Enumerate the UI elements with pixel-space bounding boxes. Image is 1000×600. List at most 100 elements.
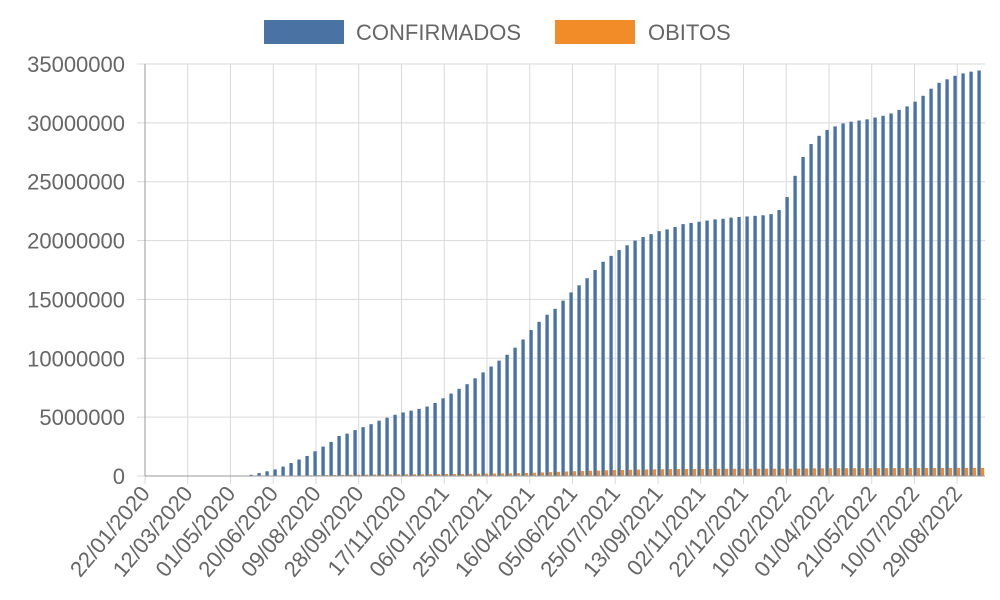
bar-obitos — [908, 468, 913, 476]
bar-confirmados — [561, 300, 565, 476]
bar-confirmados — [849, 121, 853, 477]
bar-obitos — [796, 468, 801, 476]
bar-confirmados — [793, 175, 797, 477]
bar-confirmados — [457, 388, 461, 476]
bar-obitos — [420, 474, 425, 476]
bar-obitos — [964, 467, 969, 476]
bar-obitos — [972, 467, 977, 476]
bar-confirmados — [521, 339, 525, 476]
bar-confirmados — [889, 113, 893, 476]
legend: CONFIRMADOS OBITOS — [264, 20, 731, 45]
bar-obitos — [404, 474, 409, 476]
bar-obitos — [564, 471, 569, 476]
bar-obitos — [756, 468, 761, 476]
bar-confirmados — [537, 321, 541, 476]
axes — [144, 64, 985, 477]
bar-confirmados — [785, 197, 789, 476]
bar-confirmados — [753, 215, 757, 476]
bar-obitos — [532, 472, 537, 476]
bar-confirmados — [329, 441, 333, 476]
bar-confirmados — [305, 455, 309, 476]
y-tick-label: 25000000 — [27, 170, 125, 195]
bar-confirmados — [385, 417, 389, 476]
bar-obitos — [956, 467, 961, 476]
bar-obitos — [748, 468, 753, 476]
bar-obitos — [932, 467, 937, 476]
legend-label-obitos: OBITOS — [648, 20, 731, 45]
bar-obitos — [860, 468, 865, 476]
bar-confirmados — [497, 360, 501, 476]
bar-obitos — [468, 473, 473, 476]
bar-obitos — [716, 468, 721, 476]
bar-confirmados — [649, 234, 653, 476]
bar-obitos — [708, 468, 713, 476]
bar-obitos — [540, 472, 545, 476]
y-tick-label: 10000000 — [27, 346, 125, 371]
bar-confirmados — [961, 73, 965, 476]
bar-confirmados — [569, 292, 573, 476]
bar-confirmados — [937, 82, 941, 476]
bar-obitos — [628, 469, 633, 476]
bar-confirmados — [297, 459, 301, 476]
bar-confirmados — [345, 433, 349, 476]
bar-obitos — [820, 468, 825, 476]
bar-confirmados — [577, 285, 581, 476]
bar-obitos — [340, 474, 345, 476]
bar-obitos — [436, 474, 441, 476]
bar-confirmados — [633, 240, 637, 476]
bar-confirmados — [417, 408, 421, 476]
bar-obitos — [612, 470, 617, 476]
bar-confirmados — [393, 414, 397, 476]
bar-obitos — [764, 468, 769, 476]
bar-obitos — [452, 473, 457, 476]
bar-confirmados — [681, 224, 685, 476]
bar-obitos — [676, 469, 681, 476]
bar-confirmados — [625, 245, 629, 476]
bar-obitos — [788, 468, 793, 476]
bar-obitos — [812, 468, 817, 476]
bar-confirmados — [409, 410, 413, 476]
bar-obitos — [572, 471, 577, 476]
bar-confirmados — [905, 106, 909, 477]
bar-obitos — [604, 470, 609, 476]
bar-confirmados — [273, 469, 277, 476]
bar-confirmados — [353, 430, 357, 476]
bar-confirmados — [377, 420, 381, 476]
bar-obitos — [380, 474, 385, 476]
bar-confirmados — [489, 366, 493, 476]
bar-obitos — [660, 469, 665, 476]
bar-obitos — [492, 473, 497, 476]
bar-obitos — [732, 468, 737, 476]
bar-confirmados — [817, 135, 821, 476]
bar-obitos — [804, 468, 809, 476]
bar-confirmados — [321, 446, 325, 476]
bar-confirmados — [953, 75, 957, 477]
bar-confirmados — [825, 129, 829, 477]
y-tick-label: 0 — [113, 464, 125, 489]
bar-confirmados — [641, 237, 645, 476]
bar-confirmados — [465, 384, 469, 476]
bar-confirmados — [921, 95, 925, 476]
bar-confirmados — [929, 88, 933, 476]
bar-confirmados — [337, 435, 341, 476]
bar-confirmados — [945, 79, 949, 476]
bar-obitos — [396, 474, 401, 476]
bar-obitos — [476, 473, 481, 476]
y-tick-label: 30000000 — [27, 111, 125, 136]
bar-obitos — [412, 474, 417, 476]
bar-obitos — [772, 468, 777, 476]
bar-obitos — [692, 468, 697, 476]
bar-confirmados — [857, 120, 861, 476]
bar-confirmados — [673, 227, 677, 476]
bar-obitos — [444, 474, 449, 476]
bar-confirmados — [545, 314, 549, 476]
bar-obitos — [508, 473, 513, 476]
bar-obitos — [348, 474, 353, 476]
bar-confirmados — [665, 229, 669, 476]
bar-obitos — [460, 473, 465, 476]
bar-confirmados — [313, 451, 317, 476]
y-tick-label: 35000000 — [27, 52, 125, 77]
bar-confirmados — [713, 219, 717, 476]
bar-confirmados — [809, 144, 813, 476]
